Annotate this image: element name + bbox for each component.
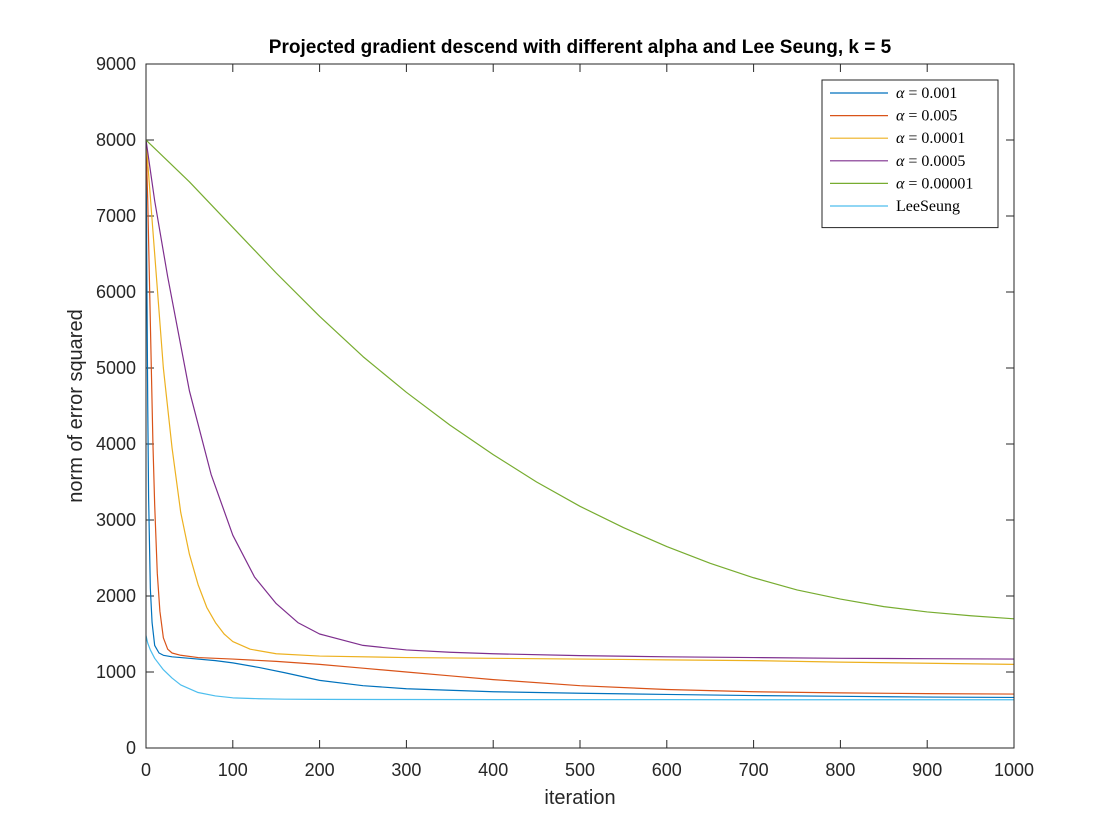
x-tick-label: 900 [912, 760, 942, 780]
legend-label-5: α = 0.00001 [896, 175, 973, 192]
axes-box [145, 63, 1015, 749]
chart-title: Projected gradient descend with differen… [269, 37, 892, 58]
legend-value-1: = 0.001 [904, 85, 957, 102]
y-tick-label: 3000 [96, 510, 136, 530]
series-layer [146, 139, 1014, 701]
y-tick-label: 6000 [96, 282, 136, 302]
series-line-1 [146, 139, 1014, 699]
y-tick-label: 1000 [96, 662, 136, 682]
y-tick-label: 2000 [96, 586, 136, 606]
x-tick-label: 0 [141, 760, 151, 780]
legend-value-2: = 0.005 [904, 108, 957, 125]
x-tick-label: 100 [218, 760, 248, 780]
y-tick-label: 5000 [96, 358, 136, 378]
legend-label-4: α = 0.0005 [896, 153, 965, 170]
legend-label-6: LeeSeung [896, 198, 960, 215]
legend-label-2: α = 0.005 [896, 108, 957, 125]
legend-symbol-3: α [896, 130, 905, 147]
y-tick-label: 7000 [96, 206, 136, 226]
legend-symbol-4: α [896, 153, 905, 170]
legend-value-6: LeeSeung [896, 198, 960, 215]
series-line-3 [146, 139, 1014, 666]
x-tick-label: 700 [739, 760, 769, 780]
series-line-5 [146, 139, 1014, 620]
x-tick-label: 800 [825, 760, 855, 780]
x-tick-label: 400 [478, 760, 508, 780]
series-line-2 [146, 139, 1014, 695]
x-tick-label: 300 [391, 760, 421, 780]
legend-label-3: α = 0.0001 [896, 130, 965, 147]
y-tick-label: 9000 [96, 54, 136, 74]
y-tick-label: 4000 [96, 434, 136, 454]
legend-symbol-2: α [896, 108, 905, 125]
axes-layer [145, 63, 1015, 749]
legend-label-1: α = 0.001 [896, 85, 957, 102]
ticks-layer: 0 100 200 300 400 500 600 700 800 900 1000 0 1000 200… [96, 54, 1034, 780]
x-tick-label: 500 [565, 760, 595, 780]
y-tick-label: 0 [126, 738, 136, 758]
x-axis-label: iteration [544, 787, 615, 809]
legend-symbol-5: α [896, 175, 905, 192]
legend-value-4: = 0.0005 [904, 153, 965, 170]
legend-value-5: = 0.00001 [904, 175, 973, 192]
legend-box [821, 79, 999, 229]
y-tick-label: 8000 [96, 130, 136, 150]
x-tick-label: 600 [652, 760, 682, 780]
x-tick-label: 1000 [994, 760, 1034, 780]
series-line-4 [146, 139, 1014, 660]
series-line-6 [146, 634, 1014, 701]
legend-value-3: = 0.0001 [904, 130, 965, 147]
x-tick-label: 200 [305, 760, 335, 780]
legend-symbol-1: α [896, 85, 905, 102]
y-axis-label: norm of error squared [65, 309, 87, 502]
